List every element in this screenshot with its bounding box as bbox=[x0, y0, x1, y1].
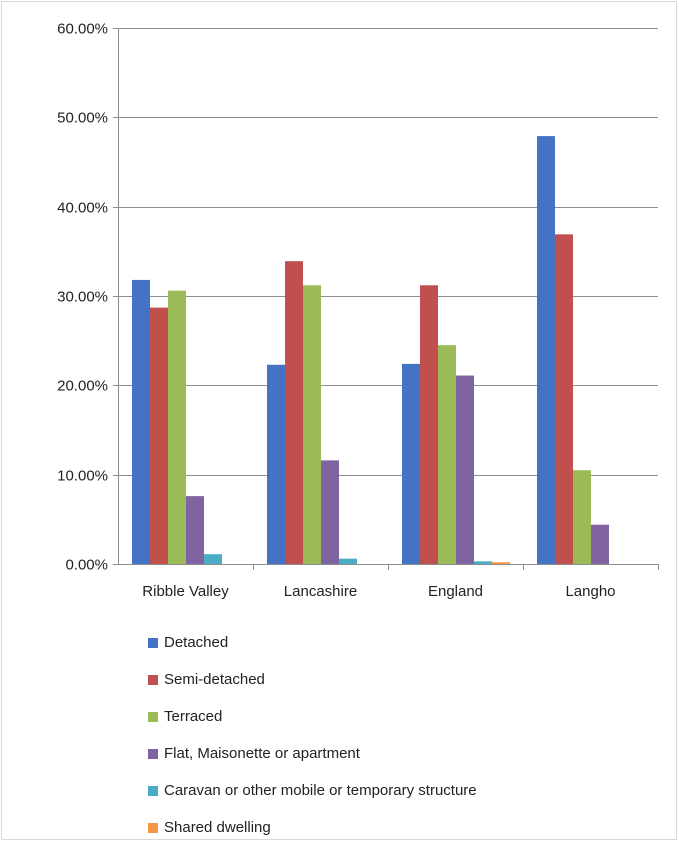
legend-label: Terraced bbox=[164, 708, 223, 725]
legend-swatch bbox=[148, 637, 158, 648]
legend-swatch bbox=[148, 748, 158, 759]
legend-label: Caravan or other mobile or temporary str… bbox=[164, 782, 477, 799]
legend-item: Terraced bbox=[148, 698, 477, 735]
bar bbox=[438, 345, 456, 564]
bar bbox=[591, 524, 609, 564]
bar bbox=[204, 554, 222, 564]
gridlines bbox=[118, 28, 658, 476]
bar bbox=[402, 363, 420, 564]
bar bbox=[150, 307, 168, 564]
bar bbox=[285, 261, 303, 564]
bar bbox=[420, 285, 438, 564]
bar bbox=[321, 460, 339, 564]
y-tick-label: 40.00% bbox=[57, 200, 108, 217]
legend-item: Semi-detached bbox=[148, 661, 477, 698]
x-tick-labels: Ribble Valley Lancashire England Langho bbox=[142, 583, 615, 600]
bar-chart: 0.00% 10.00% 20.00% 30.00% 40.00% 50.00% 60.00… bbox=[57, 21, 659, 600]
bar bbox=[456, 375, 474, 564]
y-tick-labels: 0.00% 10.00% 20.00% 30.00% 40.00% 50.00% 60.00… bbox=[57, 21, 108, 574]
legend-swatch bbox=[148, 711, 158, 722]
bar bbox=[492, 562, 510, 564]
y-tick-label: 20.00% bbox=[57, 378, 108, 395]
legend-label: Shared dwelling bbox=[164, 819, 271, 836]
bar bbox=[555, 234, 573, 565]
legend-label: Detached bbox=[164, 634, 229, 651]
x-tick-label: Langho bbox=[565, 583, 615, 600]
bar bbox=[168, 290, 186, 564]
legend-item: Caravan or other mobile or temporary str… bbox=[148, 772, 477, 809]
y-tick-label: 30.00% bbox=[57, 289, 108, 306]
legend-label: Flat, Maisonette or apartment bbox=[164, 745, 360, 762]
legend-item: Shared dwelling bbox=[148, 809, 477, 846]
bar bbox=[537, 136, 555, 565]
y-tick-label: 10.00% bbox=[57, 468, 108, 485]
bar bbox=[573, 470, 591, 564]
legend-swatch bbox=[148, 674, 158, 685]
x-tick-label: Ribble Valley bbox=[142, 583, 229, 600]
x-tick-label: England bbox=[428, 583, 483, 600]
axes bbox=[113, 28, 659, 570]
legend-label: Semi-detached bbox=[164, 671, 265, 688]
legend: Detached Semi-detached Terraced Flat, Maiso… bbox=[148, 624, 477, 846]
bar bbox=[132, 279, 150, 564]
legend-item: Flat, Maisonette or apartment bbox=[148, 735, 477, 772]
bar bbox=[339, 558, 357, 564]
legend-swatch bbox=[148, 785, 158, 796]
y-tick-label: 0.00% bbox=[65, 557, 108, 574]
legend-item: Detached bbox=[148, 624, 477, 661]
bars bbox=[132, 136, 609, 565]
bar bbox=[303, 285, 321, 564]
bar bbox=[474, 561, 492, 564]
bar bbox=[186, 496, 204, 564]
x-tick-label: Lancashire bbox=[284, 583, 357, 600]
bar bbox=[267, 364, 285, 564]
y-tick-label: 50.00% bbox=[57, 110, 108, 127]
legend-swatch bbox=[148, 822, 158, 833]
y-tick-label: 60.00% bbox=[57, 21, 108, 38]
